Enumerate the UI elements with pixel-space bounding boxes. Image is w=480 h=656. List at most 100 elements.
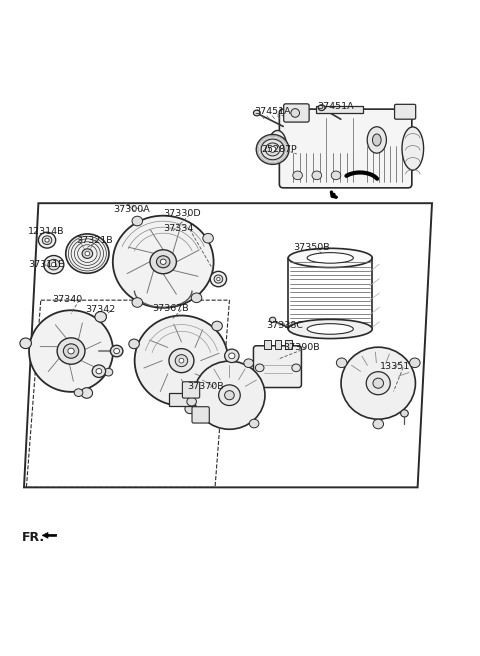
Ellipse shape — [225, 390, 234, 400]
Ellipse shape — [273, 138, 282, 154]
Ellipse shape — [160, 259, 166, 264]
Ellipse shape — [194, 361, 265, 429]
Ellipse shape — [270, 318, 276, 323]
Ellipse shape — [169, 348, 194, 373]
Ellipse shape — [276, 143, 279, 149]
Ellipse shape — [114, 348, 120, 354]
Text: 37451A: 37451A — [317, 102, 353, 111]
Ellipse shape — [92, 365, 106, 377]
Text: 37340: 37340 — [52, 295, 82, 304]
Ellipse shape — [179, 358, 184, 363]
Ellipse shape — [132, 298, 143, 307]
Ellipse shape — [341, 347, 415, 419]
Ellipse shape — [225, 349, 239, 363]
Ellipse shape — [42, 236, 52, 245]
Ellipse shape — [134, 316, 228, 406]
Text: 37342: 37342 — [85, 305, 116, 314]
Ellipse shape — [256, 134, 289, 164]
Ellipse shape — [244, 359, 253, 367]
Ellipse shape — [331, 171, 341, 180]
Polygon shape — [42, 533, 57, 538]
Text: 25287P: 25287P — [262, 145, 297, 154]
Text: 37334: 37334 — [163, 224, 193, 233]
Text: 37321B: 37321B — [76, 236, 112, 245]
Text: 37367B: 37367B — [153, 304, 189, 314]
Ellipse shape — [96, 369, 102, 374]
Ellipse shape — [214, 275, 223, 283]
Text: FR.: FR. — [22, 531, 45, 544]
Ellipse shape — [402, 127, 424, 170]
Ellipse shape — [249, 419, 259, 428]
Ellipse shape — [291, 109, 300, 117]
Ellipse shape — [150, 250, 177, 274]
Ellipse shape — [191, 293, 202, 302]
FancyBboxPatch shape — [192, 407, 209, 423]
Ellipse shape — [401, 410, 408, 417]
Ellipse shape — [318, 105, 325, 111]
Ellipse shape — [367, 127, 386, 153]
Ellipse shape — [253, 110, 260, 116]
Text: 12314B: 12314B — [28, 228, 64, 237]
Ellipse shape — [38, 232, 56, 248]
Ellipse shape — [66, 234, 109, 274]
Bar — [169, 393, 193, 406]
Ellipse shape — [44, 256, 64, 274]
Ellipse shape — [293, 171, 302, 180]
Ellipse shape — [175, 355, 188, 367]
Ellipse shape — [113, 216, 214, 308]
FancyBboxPatch shape — [182, 382, 200, 398]
FancyBboxPatch shape — [253, 346, 301, 388]
Text: 37330D: 37330D — [163, 209, 201, 218]
Ellipse shape — [185, 404, 195, 414]
FancyBboxPatch shape — [279, 109, 412, 188]
Text: 37350B: 37350B — [293, 243, 329, 252]
Ellipse shape — [292, 364, 300, 372]
Ellipse shape — [307, 323, 353, 335]
Ellipse shape — [45, 238, 49, 242]
Ellipse shape — [129, 339, 139, 349]
Ellipse shape — [366, 372, 390, 395]
Text: 37451A: 37451A — [254, 106, 291, 115]
FancyBboxPatch shape — [284, 104, 309, 122]
Text: 37370B: 37370B — [187, 382, 224, 391]
Ellipse shape — [269, 146, 276, 152]
Ellipse shape — [104, 368, 113, 376]
FancyBboxPatch shape — [395, 104, 416, 119]
Ellipse shape — [372, 134, 381, 146]
Ellipse shape — [218, 385, 240, 405]
Ellipse shape — [288, 319, 372, 338]
Ellipse shape — [409, 358, 420, 367]
Ellipse shape — [373, 419, 384, 429]
Ellipse shape — [255, 364, 264, 372]
Ellipse shape — [261, 139, 284, 160]
Ellipse shape — [156, 256, 170, 268]
Ellipse shape — [217, 277, 220, 281]
Text: 13351: 13351 — [380, 362, 410, 371]
Ellipse shape — [288, 249, 372, 268]
Ellipse shape — [85, 251, 90, 256]
Ellipse shape — [312, 171, 322, 180]
Bar — [275, 340, 281, 348]
Ellipse shape — [132, 216, 143, 226]
Ellipse shape — [29, 310, 113, 392]
Ellipse shape — [268, 131, 287, 161]
Ellipse shape — [212, 321, 222, 331]
Bar — [316, 106, 363, 113]
Ellipse shape — [51, 262, 56, 267]
Ellipse shape — [265, 143, 280, 156]
Text: 37311E: 37311E — [28, 260, 64, 269]
Ellipse shape — [81, 388, 93, 398]
Ellipse shape — [187, 398, 196, 406]
Ellipse shape — [68, 348, 74, 354]
Ellipse shape — [20, 338, 31, 348]
Ellipse shape — [74, 389, 83, 396]
Ellipse shape — [373, 378, 384, 388]
Text: 37300A: 37300A — [113, 205, 150, 215]
Text: 37390B: 37390B — [283, 342, 320, 352]
Ellipse shape — [228, 353, 235, 359]
Ellipse shape — [48, 259, 60, 270]
Ellipse shape — [63, 344, 79, 358]
Ellipse shape — [210, 272, 227, 287]
Ellipse shape — [82, 249, 93, 258]
Bar — [285, 340, 292, 348]
